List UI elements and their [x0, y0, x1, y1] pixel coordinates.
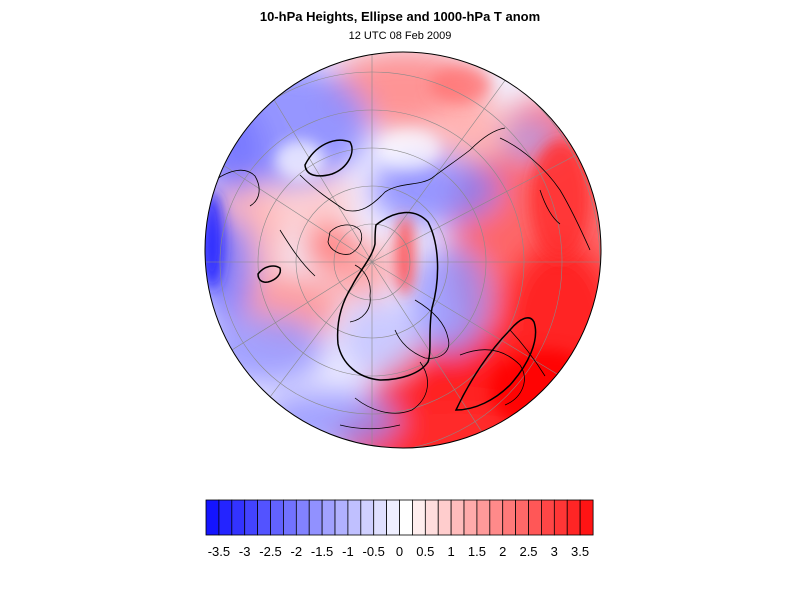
- colorbar-cell: [579, 499, 594, 536]
- colorbar-cell: [489, 499, 504, 536]
- colorbar-cell: [424, 499, 439, 536]
- colorbar-cell: [450, 499, 465, 536]
- colorbar-cell: [373, 499, 388, 536]
- colorbar-cell: [515, 499, 529, 536]
- colorbar-cell: [502, 499, 517, 536]
- colorbar-cell: [308, 499, 323, 536]
- colorbar-cell: [566, 499, 581, 536]
- colorbar-cell: [360, 499, 375, 536]
- colorbar-cell: [205, 499, 220, 536]
- colorbar-cell: [334, 499, 349, 536]
- map-subtitle: 12 UTC 08 Feb 2009: [348, 30, 452, 42]
- map-title: 10-hPa Heights, Ellipse and 1000-hPa T a…: [259, 9, 541, 24]
- colorbar-cell: [321, 499, 336, 536]
- colorbar-cell: [553, 499, 568, 536]
- colorbar-cell: [244, 499, 259, 536]
- height-contours: [257, 139, 537, 411]
- coastlines: [214, 127, 591, 430]
- colorbar-cell: [476, 499, 491, 536]
- colorbar-cell: [528, 499, 542, 536]
- colorbar-cell: [347, 499, 362, 536]
- colorbar-cell: [541, 499, 555, 536]
- colorbar-cell: [386, 499, 401, 536]
- colorbar-cell: [218, 499, 233, 536]
- colorbar-cell: [463, 499, 478, 536]
- globe-outline: [204, 51, 602, 449]
- colorbar-cell: [399, 499, 413, 536]
- colorbar-cell: [437, 499, 452, 536]
- colorbar-cell: [231, 499, 246, 536]
- colorbar-cell: [411, 499, 426, 536]
- colorbar-cell: [282, 499, 297, 536]
- colorbar-cell: [295, 499, 310, 536]
- colorbar-cell: [257, 499, 272, 536]
- colorbar-cell: [270, 499, 284, 536]
